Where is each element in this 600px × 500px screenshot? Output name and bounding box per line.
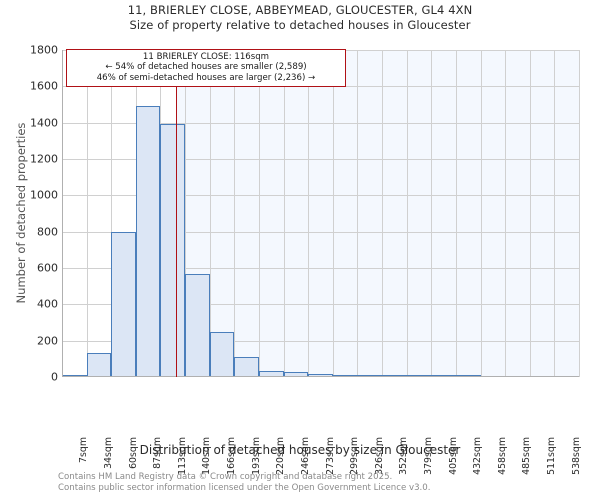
larger-region-shading xyxy=(175,50,579,377)
chart-subtitle: Size of property relative to detached ho… xyxy=(129,18,471,32)
annotation-property-size: 11 BRIERLEY CLOSE: 116sqm xyxy=(142,52,270,62)
gridline-horizontal xyxy=(62,122,579,124)
page-title: 11, BRIERLEY CLOSE, ABBEYMEAD, GLOUCESTE… xyxy=(127,3,473,17)
gridline-vertical xyxy=(283,50,285,377)
gridline-vertical xyxy=(209,50,211,377)
gridline-vertical xyxy=(382,50,384,377)
y-axis-tick-label: 800 xyxy=(37,225,58,239)
x-axis-line xyxy=(62,376,579,377)
gridline-vertical xyxy=(308,50,310,377)
x-axis-label: Distribution of detached houses by size … xyxy=(139,443,461,457)
y-axis-tick-label: 1600 xyxy=(30,79,58,93)
gridline-vertical xyxy=(86,50,88,377)
y-axis-tick-label: 600 xyxy=(37,261,58,275)
y-axis: Number of detached properties 0 200 400 600… xyxy=(0,44,58,384)
y-axis-tick-label: 1800 xyxy=(30,43,58,57)
histogram-bar[interactable] xyxy=(86,353,112,377)
footer-line-1: Contains HM Land Registry data © Crown c… xyxy=(58,472,393,482)
gridline-vertical xyxy=(332,50,334,377)
annotation-larger-pct: 46% of semi-detached houses are larger (… xyxy=(96,72,316,83)
gridline-horizontal xyxy=(62,340,579,342)
gridline-vertical xyxy=(185,50,187,377)
y-axis-tick-label: 1000 xyxy=(30,188,58,202)
gridline-vertical xyxy=(480,50,482,377)
gridline-horizontal xyxy=(62,159,579,160)
attribution-footer: Contains HM Land Registry data © Crown c… xyxy=(58,472,430,493)
gridline-horizontal xyxy=(62,195,579,197)
histogram-bar[interactable] xyxy=(135,106,161,377)
y-axis-line xyxy=(62,50,63,377)
gridline-vertical xyxy=(529,50,531,377)
histogram-bar[interactable] xyxy=(160,123,186,377)
histogram-bar[interactable] xyxy=(209,331,235,377)
histogram-bar[interactable] xyxy=(185,274,210,377)
gridline-vertical xyxy=(505,50,507,377)
plot-area xyxy=(62,50,580,377)
gridline-horizontal xyxy=(62,231,579,233)
y-axis-tick-label: 1400 xyxy=(30,116,58,130)
gridline-vertical xyxy=(258,50,260,377)
gridline-vertical xyxy=(406,50,408,377)
gridline-vertical xyxy=(455,50,457,377)
y-axis-label: Number of detached properties xyxy=(14,122,28,304)
y-axis-tick-label: 0 xyxy=(51,370,58,384)
gridline-horizontal xyxy=(62,268,579,269)
gridline-vertical xyxy=(111,50,113,377)
property-annotation-box: 11 BRIERLEY CLOSE: 116sqm ← 54% of detac… xyxy=(66,49,346,88)
histogram-bar[interactable] xyxy=(111,231,136,377)
y-axis-tick-label: 200 xyxy=(37,334,58,348)
x-axis: 7sqm 34sqm 60sqm 87sqm 113sqm 140sqm 166sqm 193… xyxy=(62,379,581,475)
y-axis-tick-label: 400 xyxy=(37,297,58,311)
gridline-vertical xyxy=(357,50,359,377)
y-axis-tick-label: 1200 xyxy=(30,152,58,166)
gridline-horizontal xyxy=(62,304,579,306)
chart-title-block: 11, BRIERLEY CLOSE, ABBEYMEAD, GLOUCESTE… xyxy=(0,3,600,33)
histogram-bar[interactable] xyxy=(234,357,259,377)
property-size-marker-line xyxy=(175,50,178,377)
gridline-vertical xyxy=(234,50,236,377)
gridline-vertical xyxy=(431,50,433,377)
gridline-vertical xyxy=(579,50,580,377)
annotation-smaller-pct: ← 54% of detached houses are smaller (2,… xyxy=(105,62,307,73)
footer-line-2: Contains public sector information licen… xyxy=(58,482,431,493)
gridline-vertical xyxy=(554,50,556,377)
